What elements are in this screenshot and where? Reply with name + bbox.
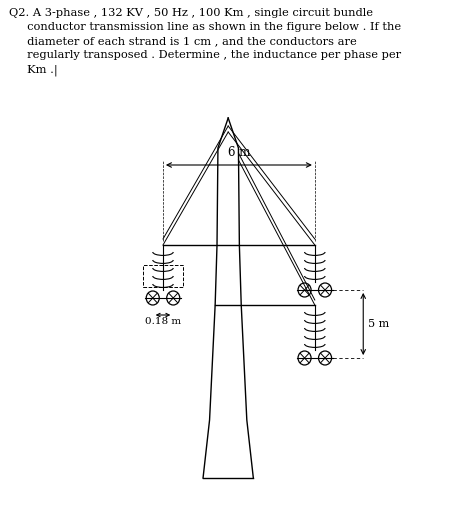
Text: Q2. A 3-phase , 132 KV , 50 Hz , 100 Km , single circuit bundle: Q2. A 3-phase , 132 KV , 50 Hz , 100 Km …: [9, 8, 374, 18]
Text: 0.18 m: 0.18 m: [145, 317, 181, 326]
Text: Km .|: Km .|: [9, 64, 58, 76]
Text: conductor transmission line as shown in the figure below . If the: conductor transmission line as shown in …: [9, 22, 401, 32]
Text: 6 m: 6 m: [228, 146, 250, 159]
Text: regularly transposed . Determine , the inductance per phase per: regularly transposed . Determine , the i…: [9, 50, 401, 60]
Text: 5 m: 5 m: [368, 319, 389, 329]
Text: diameter of each strand is 1 cm , and the conductors are: diameter of each strand is 1 cm , and th…: [9, 36, 357, 46]
Bar: [143, 265, 183, 287]
